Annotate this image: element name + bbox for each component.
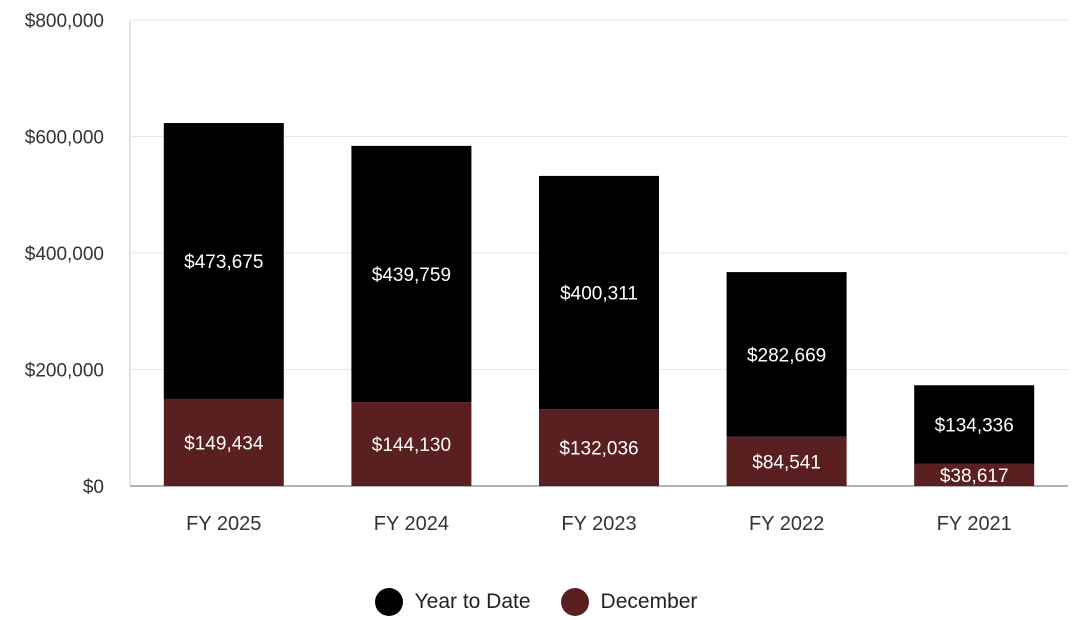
data-label-december: $84,541 <box>752 452 821 473</box>
legend-swatch-december <box>560 588 589 616</box>
data-label-year-to-date: $439,759 <box>372 265 451 286</box>
legend-label-year-to-date: Year to Date <box>414 590 531 613</box>
y-tick-label: $600,000 <box>25 128 104 149</box>
x-tick-label: FY 2024 <box>374 513 449 535</box>
y-tick-label: $0 <box>83 477 104 498</box>
data-label-december: $149,434 <box>184 433 264 454</box>
legend-label-december: December <box>600 590 698 613</box>
x-tick-label: FY 2021 <box>937 513 1012 535</box>
bar-chart: $0 $200,000 $400,000 $600,000 $800,000 FY 202… <box>25 11 1068 535</box>
bar-december[interactable] <box>539 409 659 486</box>
data-label-year-to-date: $400,311 <box>560 283 638 304</box>
y-tick-label: $400,000 <box>25 244 104 265</box>
bar-year-to-date[interactable] <box>163 123 284 399</box>
data-label-december: $144,130 <box>372 435 451 456</box>
legend-item-december[interactable]: December <box>560 588 698 616</box>
bar-year-to-date[interactable] <box>914 385 1035 464</box>
y-tick-label: $800,000 <box>25 11 104 32</box>
y-tick-label: $200,000 <box>25 361 104 382</box>
data-label-december: $38,617 <box>940 466 1009 487</box>
legend: Year to Date December <box>0 588 1072 616</box>
bars <box>163 123 1035 486</box>
legend-item-year-to-date[interactable]: Year to Date <box>374 588 531 616</box>
bar-december[interactable] <box>914 463 1035 486</box>
data-labels: $149,434 $473,675 $144,130 $439,759 $132,036… <box>184 252 1014 487</box>
bar-year-to-date[interactable] <box>539 175 659 410</box>
bar-december[interactable] <box>726 436 847 486</box>
x-tick-label: FY 2022 <box>749 513 824 535</box>
data-label-december: $132,036 <box>559 439 638 460</box>
data-label-year-to-date: $473,675 <box>184 252 263 273</box>
data-label-year-to-date: $134,336 <box>935 415 1014 436</box>
bar-year-to-date[interactable] <box>351 145 472 403</box>
bar-december[interactable] <box>351 402 472 486</box>
bar-year-to-date[interactable] <box>726 272 847 437</box>
x-tick-label: FY 2025 <box>186 513 261 535</box>
data-label-year-to-date: $282,669 <box>747 345 826 366</box>
legend-swatch-year-to-date <box>374 588 403 616</box>
bar-december[interactable] <box>163 398 284 486</box>
x-tick-label: FY 2023 <box>561 513 636 535</box>
